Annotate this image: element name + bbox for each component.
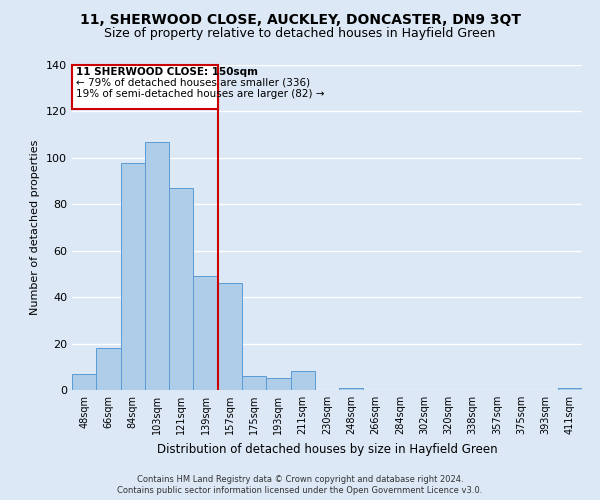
Bar: [290, 372, 315, 390]
Text: 11 SHERWOOD CLOSE: 150sqm: 11 SHERWOOD CLOSE: 150sqm: [76, 67, 258, 77]
Bar: [72, 374, 96, 390]
Text: 11, SHERWOOD CLOSE, AUCKLEY, DONCASTER, DN9 3QT: 11, SHERWOOD CLOSE, AUCKLEY, DONCASTER, …: [79, 12, 521, 26]
Bar: [218, 283, 242, 390]
Bar: [96, 348, 121, 390]
Text: Contains HM Land Registry data © Crown copyright and database right 2024.: Contains HM Land Registry data © Crown c…: [137, 475, 463, 484]
X-axis label: Distribution of detached houses by size in Hayfield Green: Distribution of detached houses by size …: [157, 442, 497, 456]
Bar: [193, 276, 218, 390]
Text: Contains public sector information licensed under the Open Government Licence v3: Contains public sector information licen…: [118, 486, 482, 495]
Y-axis label: Number of detached properties: Number of detached properties: [31, 140, 40, 315]
Bar: [242, 376, 266, 390]
Bar: [145, 142, 169, 390]
Bar: [339, 388, 364, 390]
FancyBboxPatch shape: [73, 65, 218, 109]
Bar: [266, 378, 290, 390]
Bar: [121, 162, 145, 390]
Text: 19% of semi-detached houses are larger (82) →: 19% of semi-detached houses are larger (…: [76, 88, 325, 99]
Text: Size of property relative to detached houses in Hayfield Green: Size of property relative to detached ho…: [104, 28, 496, 40]
Text: ← 79% of detached houses are smaller (336): ← 79% of detached houses are smaller (33…: [76, 78, 310, 88]
Bar: [169, 188, 193, 390]
Bar: [558, 388, 582, 390]
